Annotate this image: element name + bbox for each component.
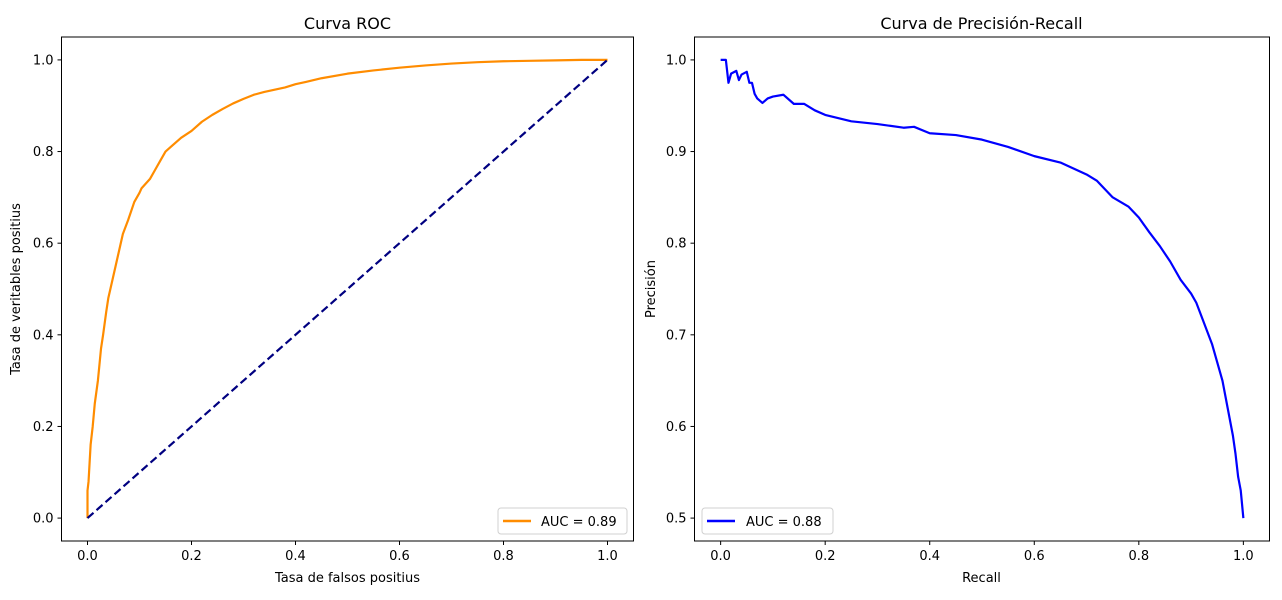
pr-y-tick-label: 0.8 (666, 237, 687, 252)
pr-y-tick-label: 0.6 (666, 420, 687, 435)
roc-legend: AUC = 0.89 (497, 507, 628, 535)
roc-plot-area (86, 58, 609, 519)
pr-chart: Curva de Precisión-Recall 0.0 0.2 0.4 0.6 0.… (644, 14, 1270, 586)
pr-x-tick-label: 0.8 (1128, 549, 1149, 564)
pr-axes-frame (694, 36, 1270, 542)
pr-x-tick-label: 0.0 (710, 549, 731, 564)
pr-x-axis: 0.0 0.2 0.4 0.6 0.8 1.0 (710, 541, 1254, 564)
roc-series-line-0 (86, 58, 608, 519)
roc-y-tick-label: 0.8 (33, 145, 54, 160)
pr-x-tick-label: 0.4 (919, 549, 940, 564)
roc-x-tick-label: 0.4 (285, 549, 306, 564)
roc-legend-label: AUC = 0.89 (541, 515, 617, 530)
roc-y-axis: 0.0 0.2 0.4 0.6 0.8 1.0 (33, 53, 62, 527)
roc-y-tick-label: 0.2 (33, 420, 54, 435)
roc-y-tick-label: 1.0 (33, 53, 54, 68)
pr-y-axis-label: Precisión (644, 260, 659, 318)
roc-x-tick-label: 0.6 (389, 549, 410, 564)
roc-y-tick-label: 0.0 (33, 512, 54, 527)
pr-legend-box (701, 507, 834, 535)
roc-x-axis: 0.0 0.2 0.4 0.6 0.8 1.0 (77, 541, 618, 564)
roc-x-tick-label: 0.2 (181, 549, 202, 564)
roc-title: Curva ROC (304, 14, 391, 33)
pr-legend-label: AUC = 0.88 (746, 515, 822, 530)
pr-y-tick-label: 0.7 (666, 328, 687, 343)
roc-y-tick-label: 0.4 (33, 328, 54, 343)
pr-legend: AUC = 0.88 (701, 507, 834, 535)
pr-y-tick-label: 0.5 (666, 512, 687, 527)
pr-title: Curva de Precisión-Recall (880, 14, 1082, 33)
pr-y-tick-label: 1.0 (666, 53, 687, 68)
pr-x-tick-label: 0.6 (1024, 549, 1045, 564)
pr-x-axis-label: Recall (962, 571, 1001, 586)
roc-y-tick-label: 0.6 (33, 237, 54, 252)
pr-series-line-0 (720, 58, 1245, 519)
roc-x-tick-label: 0.0 (77, 549, 98, 564)
pr-x-tick-label: 0.2 (815, 549, 836, 564)
pr-plot-area (720, 58, 1245, 519)
roc-axes-frame (61, 36, 634, 542)
roc-x-axis-label: Tasa de falsos positius (274, 571, 420, 586)
roc-legend-box (497, 507, 628, 535)
roc-x-tick-label: 0.8 (493, 549, 514, 564)
pr-y-tick-label: 0.9 (666, 145, 687, 160)
roc-x-tick-label: 1.0 (597, 549, 618, 564)
roc-series-line-1 (86, 59, 609, 519)
roc-chart: Curva ROC 0.0 0.2 0.4 0.6 0.8 1.0 0.00.20.40.… (9, 14, 634, 586)
roc-y-axis-label: Tasa de veritables positius (9, 203, 24, 376)
pr-y-axis: 0.5 0.6 0.7 0.8 0.9 1.0 (666, 53, 695, 527)
pr-x-tick-label: 1.0 (1233, 549, 1254, 564)
